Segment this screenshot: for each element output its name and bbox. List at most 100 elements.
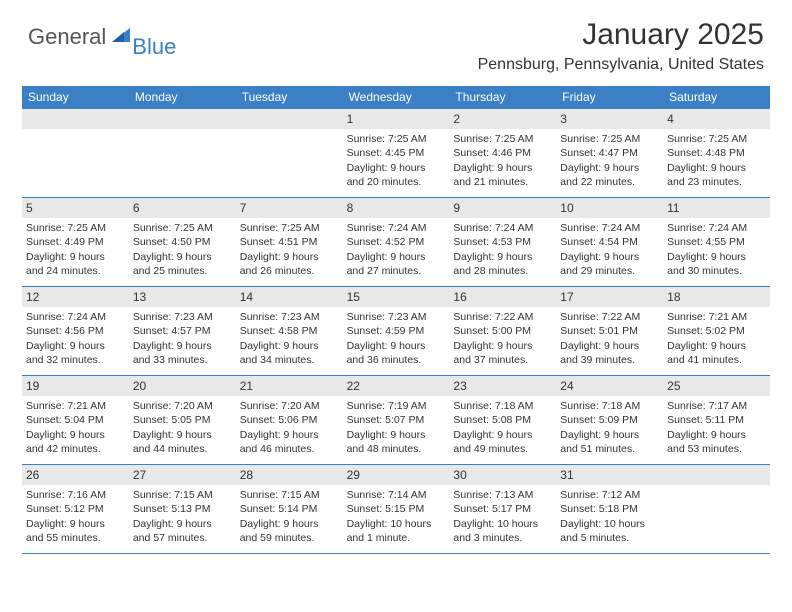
sunrise-line: Sunrise: 7:22 AM: [560, 310, 659, 324]
sunrise-line: Sunrise: 7:15 AM: [240, 488, 339, 502]
daynum: 19: [22, 376, 129, 396]
daylight-line: Daylight: 9 hours and 39 minutes.: [560, 339, 659, 367]
sunset-line: Sunset: 5:06 PM: [240, 413, 339, 427]
daylight-line: Daylight: 9 hours and 55 minutes.: [26, 517, 125, 545]
sunrise-line: Sunrise: 7:25 AM: [453, 132, 552, 146]
daynum: 7: [236, 198, 343, 218]
daynum: 22: [343, 376, 450, 396]
daylight-line: Daylight: 9 hours and 46 minutes.: [240, 428, 339, 456]
dayname-monday: Monday: [129, 86, 236, 109]
daylight-line: Daylight: 9 hours and 29 minutes.: [560, 250, 659, 278]
daylight-line: Daylight: 9 hours and 23 minutes.: [667, 161, 766, 189]
week-row: 26Sunrise: 7:16 AMSunset: 5:12 PMDayligh…: [22, 465, 770, 554]
calendar-cell: 18Sunrise: 7:21 AMSunset: 5:02 PMDayligh…: [663, 287, 770, 375]
calendar-cell: 5Sunrise: 7:25 AMSunset: 4:49 PMDaylight…: [22, 198, 129, 286]
daylight-line: Daylight: 9 hours and 22 minutes.: [560, 161, 659, 189]
sunset-line: Sunset: 5:01 PM: [560, 324, 659, 338]
week-row: 19Sunrise: 7:21 AMSunset: 5:04 PMDayligh…: [22, 376, 770, 465]
sunrise-line: Sunrise: 7:25 AM: [240, 221, 339, 235]
calendar-cell: 13Sunrise: 7:23 AMSunset: 4:57 PMDayligh…: [129, 287, 236, 375]
sunrise-line: Sunrise: 7:24 AM: [26, 310, 125, 324]
sunrise-line: Sunrise: 7:25 AM: [26, 221, 125, 235]
daynum: 3: [556, 109, 663, 129]
daylight-line: Daylight: 9 hours and 49 minutes.: [453, 428, 552, 456]
sunrise-line: Sunrise: 7:25 AM: [560, 132, 659, 146]
sunset-line: Sunset: 4:48 PM: [667, 146, 766, 160]
calendar-cell: 23Sunrise: 7:18 AMSunset: 5:08 PMDayligh…: [449, 376, 556, 464]
calendar-cell: 2Sunrise: 7:25 AMSunset: 4:46 PMDaylight…: [449, 109, 556, 197]
daylight-line: Daylight: 10 hours and 1 minute.: [347, 517, 446, 545]
daynum: 30: [449, 465, 556, 485]
sunset-line: Sunset: 5:18 PM: [560, 502, 659, 516]
sunset-line: Sunset: 4:49 PM: [26, 235, 125, 249]
sunrise-line: Sunrise: 7:13 AM: [453, 488, 552, 502]
calendar-cell: 21Sunrise: 7:20 AMSunset: 5:06 PMDayligh…: [236, 376, 343, 464]
daylight-line: Daylight: 9 hours and 33 minutes.: [133, 339, 232, 367]
sunset-line: Sunset: 4:55 PM: [667, 235, 766, 249]
daynum: 15: [343, 287, 450, 307]
daylight-line: Daylight: 9 hours and 26 minutes.: [240, 250, 339, 278]
daylight-line: Daylight: 9 hours and 41 minutes.: [667, 339, 766, 367]
header: General Blue January 2025 Pennsburg, Pen…: [0, 0, 792, 80]
sunset-line: Sunset: 4:47 PM: [560, 146, 659, 160]
daynum: 1: [343, 109, 450, 129]
daylight-line: Daylight: 10 hours and 3 minutes.: [453, 517, 552, 545]
daynum: 5: [22, 198, 129, 218]
daynum: 28: [236, 465, 343, 485]
calendar-cell: [129, 109, 236, 197]
sunrise-line: Sunrise: 7:25 AM: [133, 221, 232, 235]
sunrise-line: Sunrise: 7:21 AM: [667, 310, 766, 324]
daynum: 29: [343, 465, 450, 485]
calendar-cell: 26Sunrise: 7:16 AMSunset: 5:12 PMDayligh…: [22, 465, 129, 553]
logo-text-general: General: [28, 24, 106, 50]
sunset-line: Sunset: 5:04 PM: [26, 413, 125, 427]
calendar-cell: 7Sunrise: 7:25 AMSunset: 4:51 PMDaylight…: [236, 198, 343, 286]
logo-sail-icon: [110, 26, 132, 49]
calendar-cell: 15Sunrise: 7:23 AMSunset: 4:59 PMDayligh…: [343, 287, 450, 375]
daylight-line: Daylight: 9 hours and 37 minutes.: [453, 339, 552, 367]
daynum: 17: [556, 287, 663, 307]
sunrise-line: Sunrise: 7:24 AM: [347, 221, 446, 235]
calendar-cell: 16Sunrise: 7:22 AMSunset: 5:00 PMDayligh…: [449, 287, 556, 375]
calendar-cell: 10Sunrise: 7:24 AMSunset: 4:54 PMDayligh…: [556, 198, 663, 286]
daynum: 9: [449, 198, 556, 218]
daylight-line: Daylight: 9 hours and 42 minutes.: [26, 428, 125, 456]
daylight-line: Daylight: 9 hours and 30 minutes.: [667, 250, 766, 278]
sunrise-line: Sunrise: 7:14 AM: [347, 488, 446, 502]
sunrise-line: Sunrise: 7:25 AM: [667, 132, 766, 146]
calendar-cell: 31Sunrise: 7:12 AMSunset: 5:18 PMDayligh…: [556, 465, 663, 553]
daylight-line: Daylight: 9 hours and 51 minutes.: [560, 428, 659, 456]
logo-text-blue: Blue: [132, 34, 176, 60]
daynum: 16: [449, 287, 556, 307]
sunset-line: Sunset: 4:50 PM: [133, 235, 232, 249]
sunset-line: Sunset: 5:13 PM: [133, 502, 232, 516]
daynum: 11: [663, 198, 770, 218]
calendar-cell: [22, 109, 129, 197]
sunset-line: Sunset: 5:09 PM: [560, 413, 659, 427]
calendar-cell: 22Sunrise: 7:19 AMSunset: 5:07 PMDayligh…: [343, 376, 450, 464]
daylight-line: Daylight: 9 hours and 25 minutes.: [133, 250, 232, 278]
daylight-line: Daylight: 9 hours and 48 minutes.: [347, 428, 446, 456]
daynum: 20: [129, 376, 236, 396]
daynum: 2: [449, 109, 556, 129]
sunset-line: Sunset: 4:54 PM: [560, 235, 659, 249]
dayname-wednesday: Wednesday: [343, 86, 450, 109]
calendar: SundayMondayTuesdayWednesdayThursdayFrid…: [22, 86, 770, 554]
title-block: January 2025 Pennsburg, Pennsylvania, Un…: [478, 18, 764, 74]
calendar-cell: 20Sunrise: 7:20 AMSunset: 5:05 PMDayligh…: [129, 376, 236, 464]
calendar-cell: 24Sunrise: 7:18 AMSunset: 5:09 PMDayligh…: [556, 376, 663, 464]
sunrise-line: Sunrise: 7:22 AM: [453, 310, 552, 324]
daynum: 26: [22, 465, 129, 485]
calendar-cell: 30Sunrise: 7:13 AMSunset: 5:17 PMDayligh…: [449, 465, 556, 553]
sunrise-line: Sunrise: 7:21 AM: [26, 399, 125, 413]
sunrise-line: Sunrise: 7:24 AM: [560, 221, 659, 235]
calendar-cell: [663, 465, 770, 553]
logo: General Blue: [28, 18, 178, 50]
daynum-empty: [129, 109, 236, 129]
sunset-line: Sunset: 4:45 PM: [347, 146, 446, 160]
daynum: 13: [129, 287, 236, 307]
sunset-line: Sunset: 4:53 PM: [453, 235, 552, 249]
sunset-line: Sunset: 4:52 PM: [347, 235, 446, 249]
daynum: 31: [556, 465, 663, 485]
calendar-cell: 29Sunrise: 7:14 AMSunset: 5:15 PMDayligh…: [343, 465, 450, 553]
